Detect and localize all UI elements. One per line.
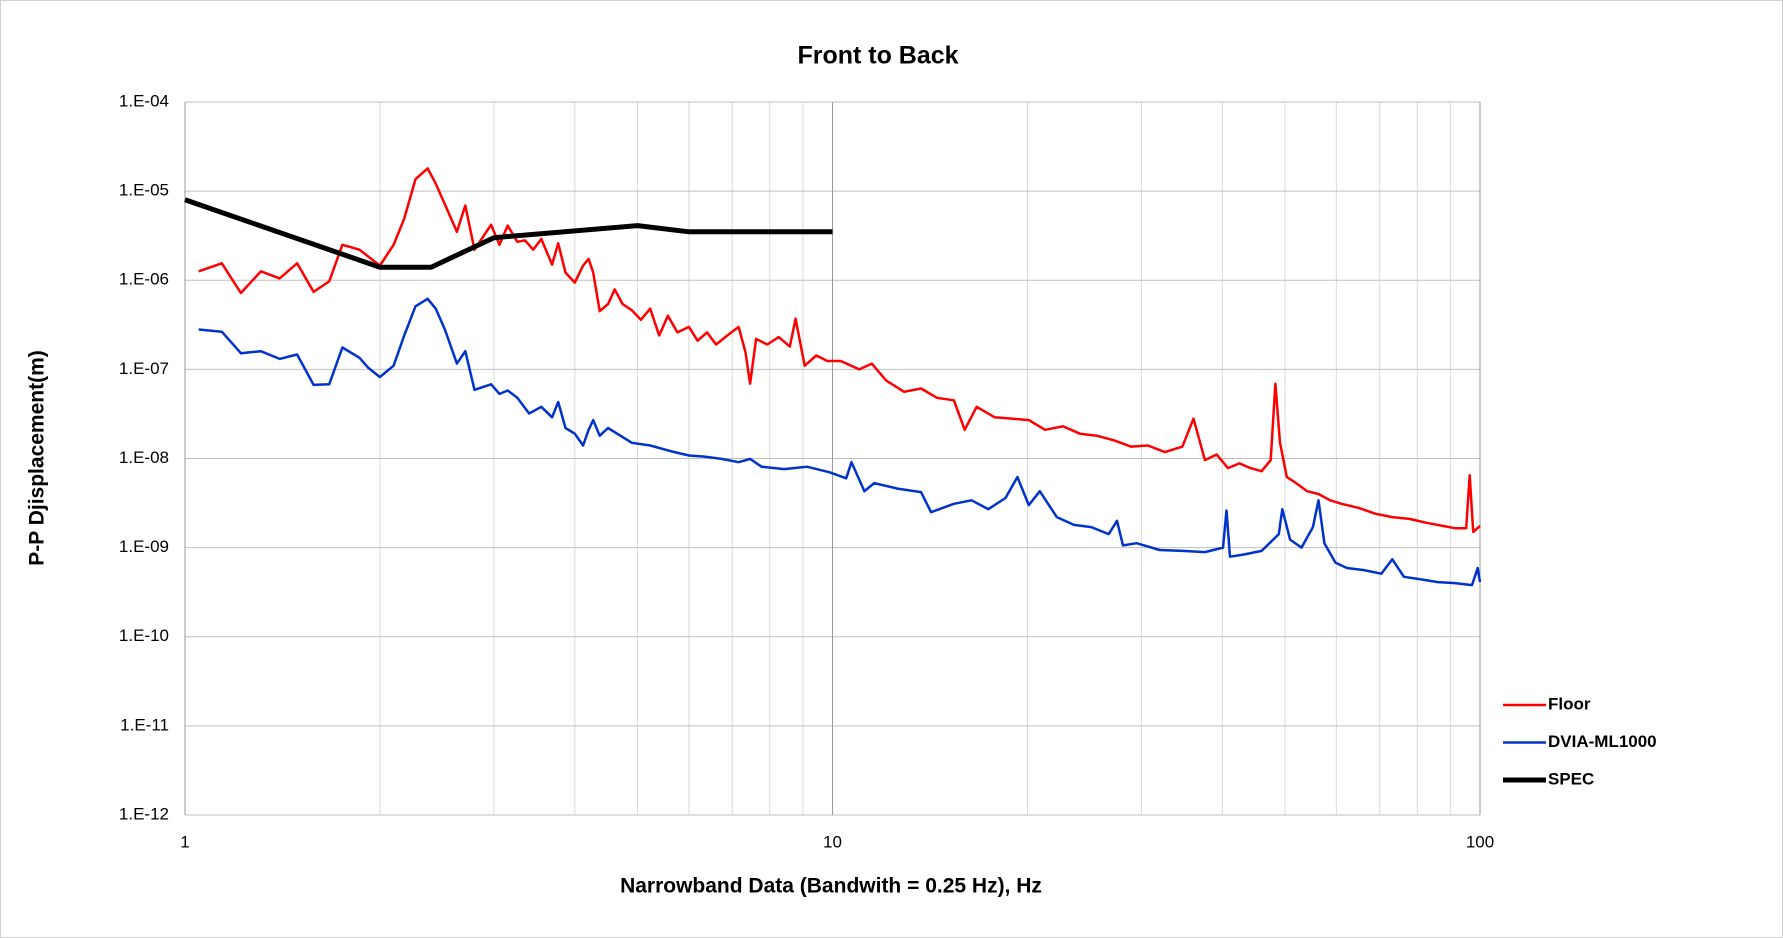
chart-title: Front to Back [797, 42, 958, 70]
legend-label: SPEC [1548, 769, 1594, 788]
data-line [184, 197, 833, 270]
x-tick-label: 100 [1466, 832, 1494, 851]
y-tick-label: 1.E-11 [120, 715, 169, 734]
y-tick-label: 1.E-10 [119, 626, 169, 645]
y-tick-label: 1.E-12 [119, 804, 169, 823]
y-tick-label: 1.E-06 [119, 270, 169, 289]
legend-label: DVIA-ML1000 [1548, 732, 1657, 751]
x-tick-label: 1 [180, 832, 189, 851]
legend-label: Floor [1548, 694, 1591, 713]
x-axis-title: Narrowband Data (Bandwith = 0.25 Hz), Hz [620, 875, 1042, 898]
y-axis-title: P-P Djisplacement(m) [26, 350, 49, 566]
data-line [198, 297, 1482, 587]
y-tick-label: 1.E-09 [119, 537, 169, 556]
x-tick-label: 10 [823, 832, 842, 851]
y-tick-label: 1.E-07 [119, 359, 169, 378]
data-line [198, 167, 1481, 534]
y-tick-label: 1.E-05 [119, 181, 169, 200]
y-tick-label: 1.E-08 [119, 448, 169, 467]
y-tick-label: 1.E-04 [119, 91, 169, 110]
